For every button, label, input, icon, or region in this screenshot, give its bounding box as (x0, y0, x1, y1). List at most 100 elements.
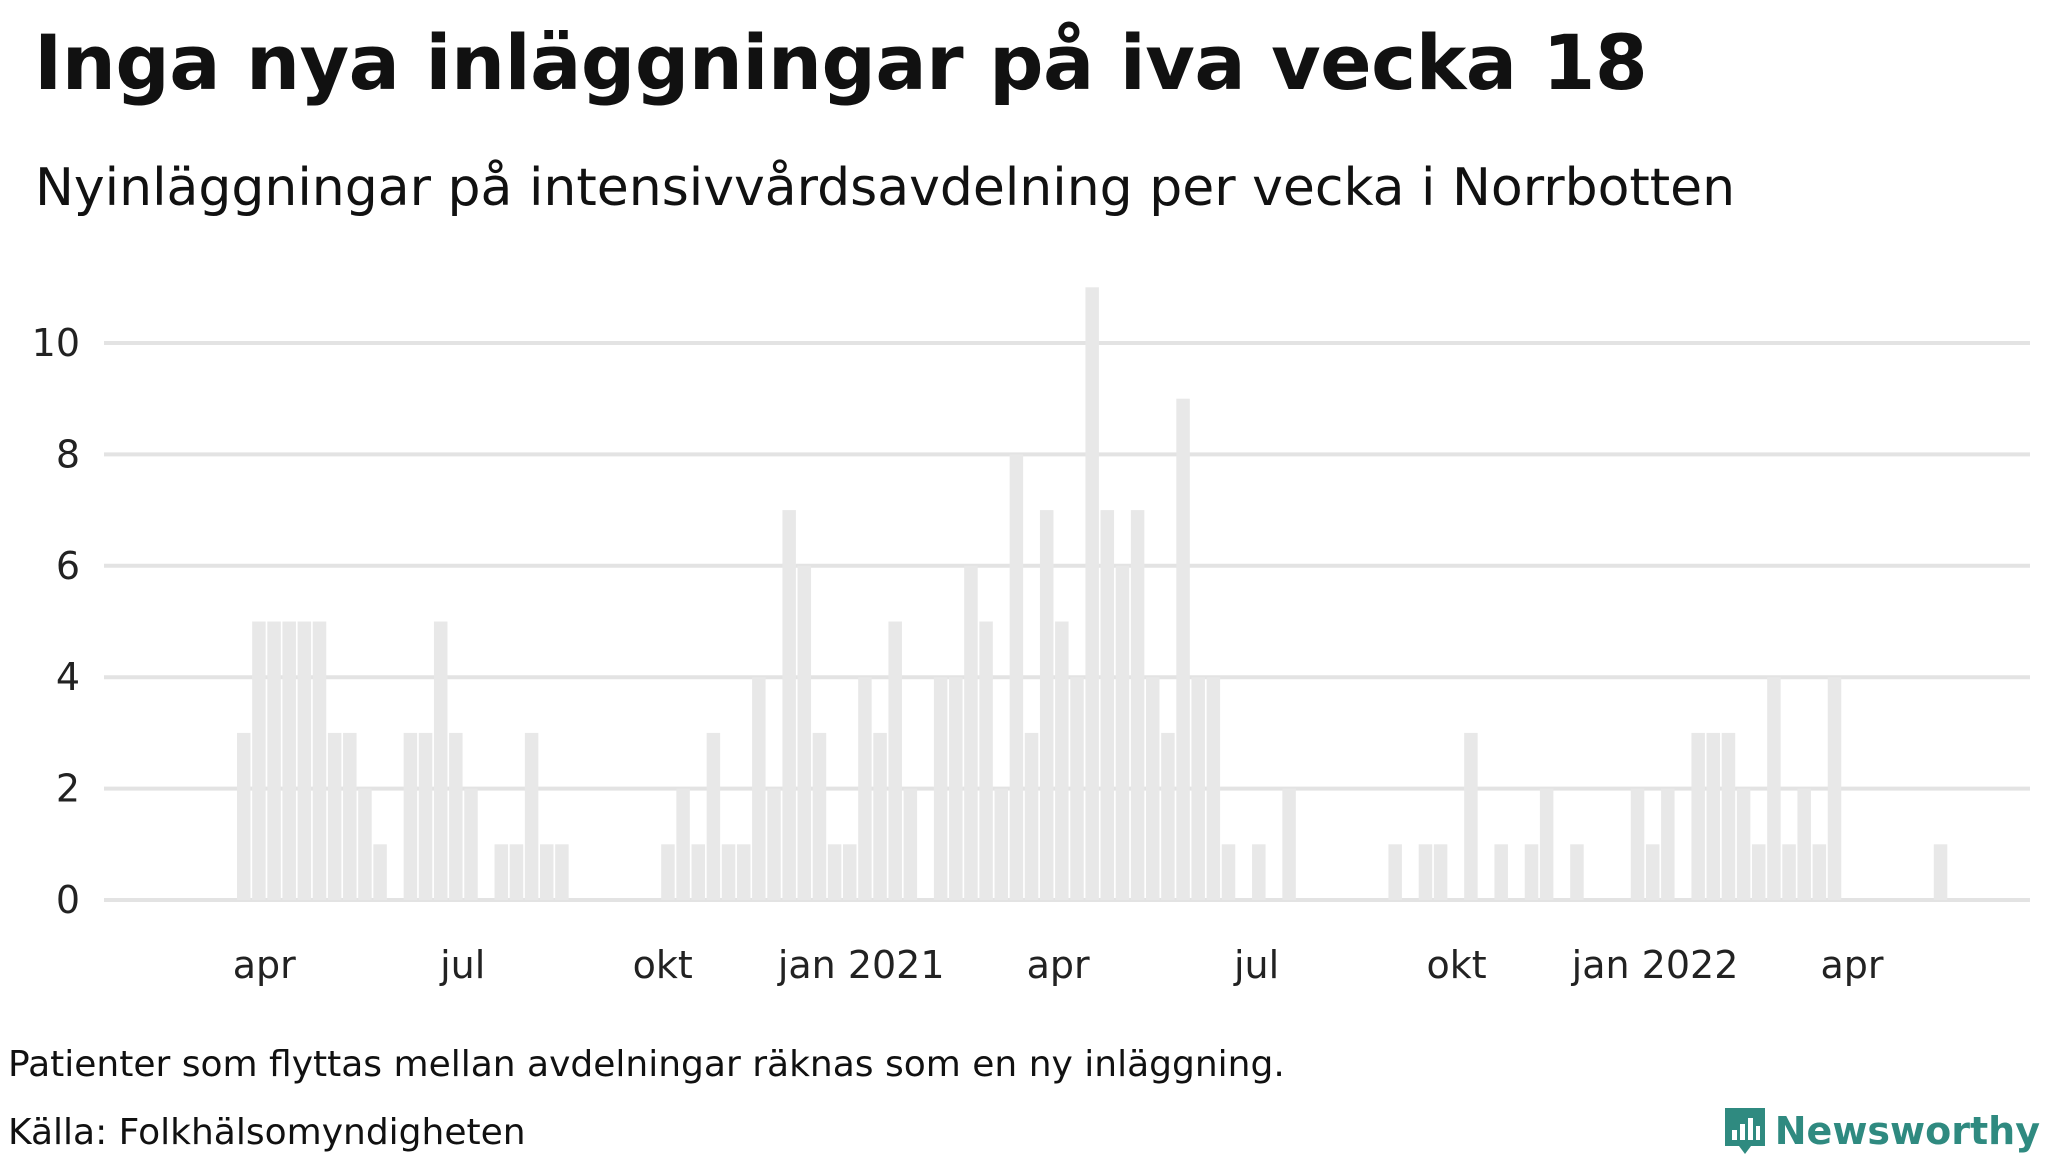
bar[interactable] (237, 732, 251, 900)
y-tick-label: 10 (32, 321, 80, 365)
bar[interactable] (752, 677, 766, 900)
bar[interactable] (403, 732, 418, 900)
bar[interactable] (1024, 732, 1039, 900)
bar[interactable] (691, 844, 706, 900)
bar[interactable] (327, 732, 342, 900)
bar[interactable] (994, 788, 1009, 900)
bar[interactable] (1721, 732, 1736, 900)
bar[interactable] (267, 621, 281, 901)
source-note: Källa: Folkhälsomyndigheten (8, 1112, 526, 1153)
bar[interactable] (797, 565, 812, 900)
bar[interactable] (1524, 844, 1539, 900)
bar[interactable] (509, 844, 524, 900)
bar[interactable] (676, 788, 690, 900)
bar[interactable] (1630, 788, 1645, 900)
bar[interactable] (843, 844, 857, 900)
bar[interactable] (418, 732, 433, 900)
bar[interactable] (358, 788, 372, 900)
footnote: Patienter som flyttas mellan avdelningar… (8, 1044, 1285, 1085)
bar[interactable] (827, 844, 842, 900)
bar[interactable] (1464, 732, 1478, 900)
bar[interactable] (933, 677, 948, 900)
chart-subtitle: Nyinläggningar på intensivvårdsavdelning… (35, 158, 1736, 218)
bar[interactable] (736, 844, 751, 900)
bar-chart: 0 2 4 6 8 10 apr jul okt jan 2021 apr jul okt jan 20… (32, 287, 2030, 987)
bar[interactable] (252, 621, 266, 901)
bar[interactable] (449, 732, 463, 900)
bar[interactable] (1706, 732, 1721, 900)
bar[interactable] (1221, 844, 1236, 900)
bar[interactable] (1282, 788, 1296, 900)
bars (237, 287, 1948, 901)
bar[interactable] (1539, 788, 1554, 900)
bar[interactable] (1009, 454, 1024, 900)
bar[interactable] (1161, 732, 1175, 900)
bar[interactable] (433, 621, 448, 901)
bar[interactable] (979, 621, 993, 901)
bar[interactable] (1797, 788, 1811, 900)
bar[interactable] (1418, 844, 1433, 900)
x-tick-label: apr (233, 943, 296, 987)
bar[interactable] (888, 621, 902, 901)
bar[interactable] (540, 844, 554, 900)
x-tick-label: jan 2022 (1571, 943, 1739, 987)
bar[interactable] (1039, 510, 1054, 900)
bar[interactable] (964, 565, 978, 900)
bar[interactable] (661, 844, 675, 900)
bar[interactable] (782, 510, 796, 900)
y-tick-label: 0 (56, 878, 80, 922)
bar[interactable] (1115, 565, 1130, 900)
x-tick-label: jul (1233, 943, 1279, 987)
bar[interactable] (949, 677, 963, 900)
brand-logo[interactable]: Newsworthy (1723, 1106, 2040, 1156)
bar[interactable] (873, 732, 887, 900)
y-axis-ticks: 0 2 4 6 8 10 (32, 321, 80, 922)
bar[interactable] (1691, 732, 1705, 900)
bar[interactable] (1433, 844, 1448, 900)
bar[interactable] (812, 732, 827, 900)
x-axis-ticks: apr jul okt jan 2021 apr jul okt jan 2022 apr (233, 943, 1884, 987)
bar[interactable] (494, 844, 509, 900)
bar[interactable] (1085, 287, 1099, 900)
bar[interactable] (1661, 788, 1675, 900)
bar[interactable] (1191, 677, 1205, 900)
bar[interactable] (1767, 677, 1781, 900)
bar[interactable] (706, 732, 721, 900)
x-tick-label: apr (1820, 943, 1883, 987)
bar[interactable] (1206, 677, 1221, 900)
bar[interactable] (1782, 844, 1796, 900)
bar[interactable] (1494, 844, 1508, 900)
bar[interactable] (767, 788, 781, 900)
bar[interactable] (1752, 844, 1766, 900)
bar[interactable] (1055, 621, 1069, 901)
bar[interactable] (464, 788, 478, 900)
y-tick-label: 4 (56, 655, 80, 699)
bar[interactable] (1933, 844, 1948, 900)
bar[interactable] (903, 788, 918, 900)
bar[interactable] (297, 621, 312, 901)
bar[interactable] (1146, 677, 1160, 900)
x-tick-label: okt (1426, 943, 1486, 987)
bar[interactable] (1812, 844, 1827, 900)
bar[interactable] (1827, 677, 1842, 900)
bar[interactable] (373, 844, 387, 900)
bar[interactable] (1130, 510, 1145, 900)
bar[interactable] (524, 732, 539, 900)
newsworthy-icon (1723, 1106, 1767, 1156)
bar[interactable] (1070, 677, 1084, 900)
bar[interactable] (1252, 844, 1266, 900)
bar[interactable] (1736, 788, 1751, 900)
bar[interactable] (1645, 844, 1660, 900)
y-tick-label: 8 (56, 432, 80, 476)
bar[interactable] (1176, 398, 1190, 900)
bar[interactable] (858, 677, 872, 900)
bar[interactable] (1388, 844, 1402, 900)
bar[interactable] (555, 844, 569, 900)
bar[interactable] (343, 732, 357, 900)
bar[interactable] (282, 621, 296, 901)
bar[interactable] (1570, 844, 1584, 900)
bar[interactable] (312, 621, 327, 901)
x-tick-label: jan 2021 (777, 943, 945, 987)
bar[interactable] (1100, 510, 1115, 900)
bar[interactable] (721, 844, 736, 900)
